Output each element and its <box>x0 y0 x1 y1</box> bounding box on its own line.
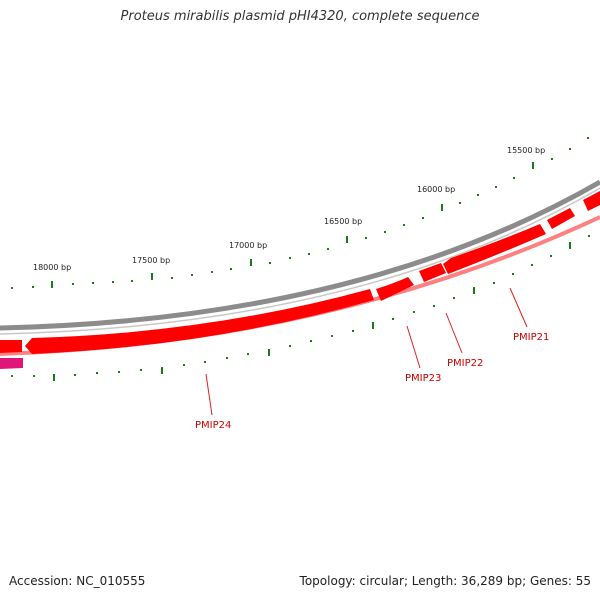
gene-label-pmip24: PMIP24 <box>195 420 231 431</box>
gene-arrow-left[interactable] <box>0 340 22 353</box>
leader-pmip21 <box>509 287 528 328</box>
page-title: Proteus mirabilis plasmid pHI4320, compl… <box>120 9 480 24</box>
inner-scale <box>11 235 590 381</box>
gene-track <box>0 191 600 354</box>
scale-label-16000: 16000 bp <box>417 185 455 194</box>
gene-label-leaders <box>205 287 528 416</box>
scale-label-15500: 15500 bp <box>507 146 545 155</box>
backbone-inner <box>0 187 600 335</box>
gene-arrow-right-2[interactable] <box>583 191 600 211</box>
feature-magenta <box>0 358 23 369</box>
gene-arrow-pmip22[interactable] <box>419 263 446 282</box>
gene-arrow-right-1[interactable] <box>547 208 575 229</box>
gene-label-pmip22: PMIP22 <box>447 358 483 369</box>
leader-pmip22 <box>445 312 463 354</box>
gene-arrow-pmip24[interactable] <box>25 289 374 354</box>
leader-pmip24 <box>205 373 213 416</box>
summary-text: Topology: circular; Length: 36,289 bp; G… <box>299 574 591 588</box>
scale-label-17500: 17500 bp <box>132 256 170 265</box>
leader-pmip23 <box>406 325 421 369</box>
outer-scale <box>11 137 589 289</box>
scale-label-17000: 17000 bp <box>229 241 267 250</box>
gene-label-pmip21: PMIP21 <box>513 332 549 343</box>
scale-label-16500: 16500 bp <box>324 217 362 226</box>
gene-label-pmip23: PMIP23 <box>405 373 441 384</box>
backbone-outer <box>0 179 600 331</box>
scale-label-18000: 18000 bp <box>33 263 71 272</box>
gene-arrow-pmip21[interactable] <box>443 224 546 274</box>
accession-text: Accession: NC_010555 <box>9 574 146 588</box>
gene-arrow-pmip23[interactable] <box>376 277 414 301</box>
